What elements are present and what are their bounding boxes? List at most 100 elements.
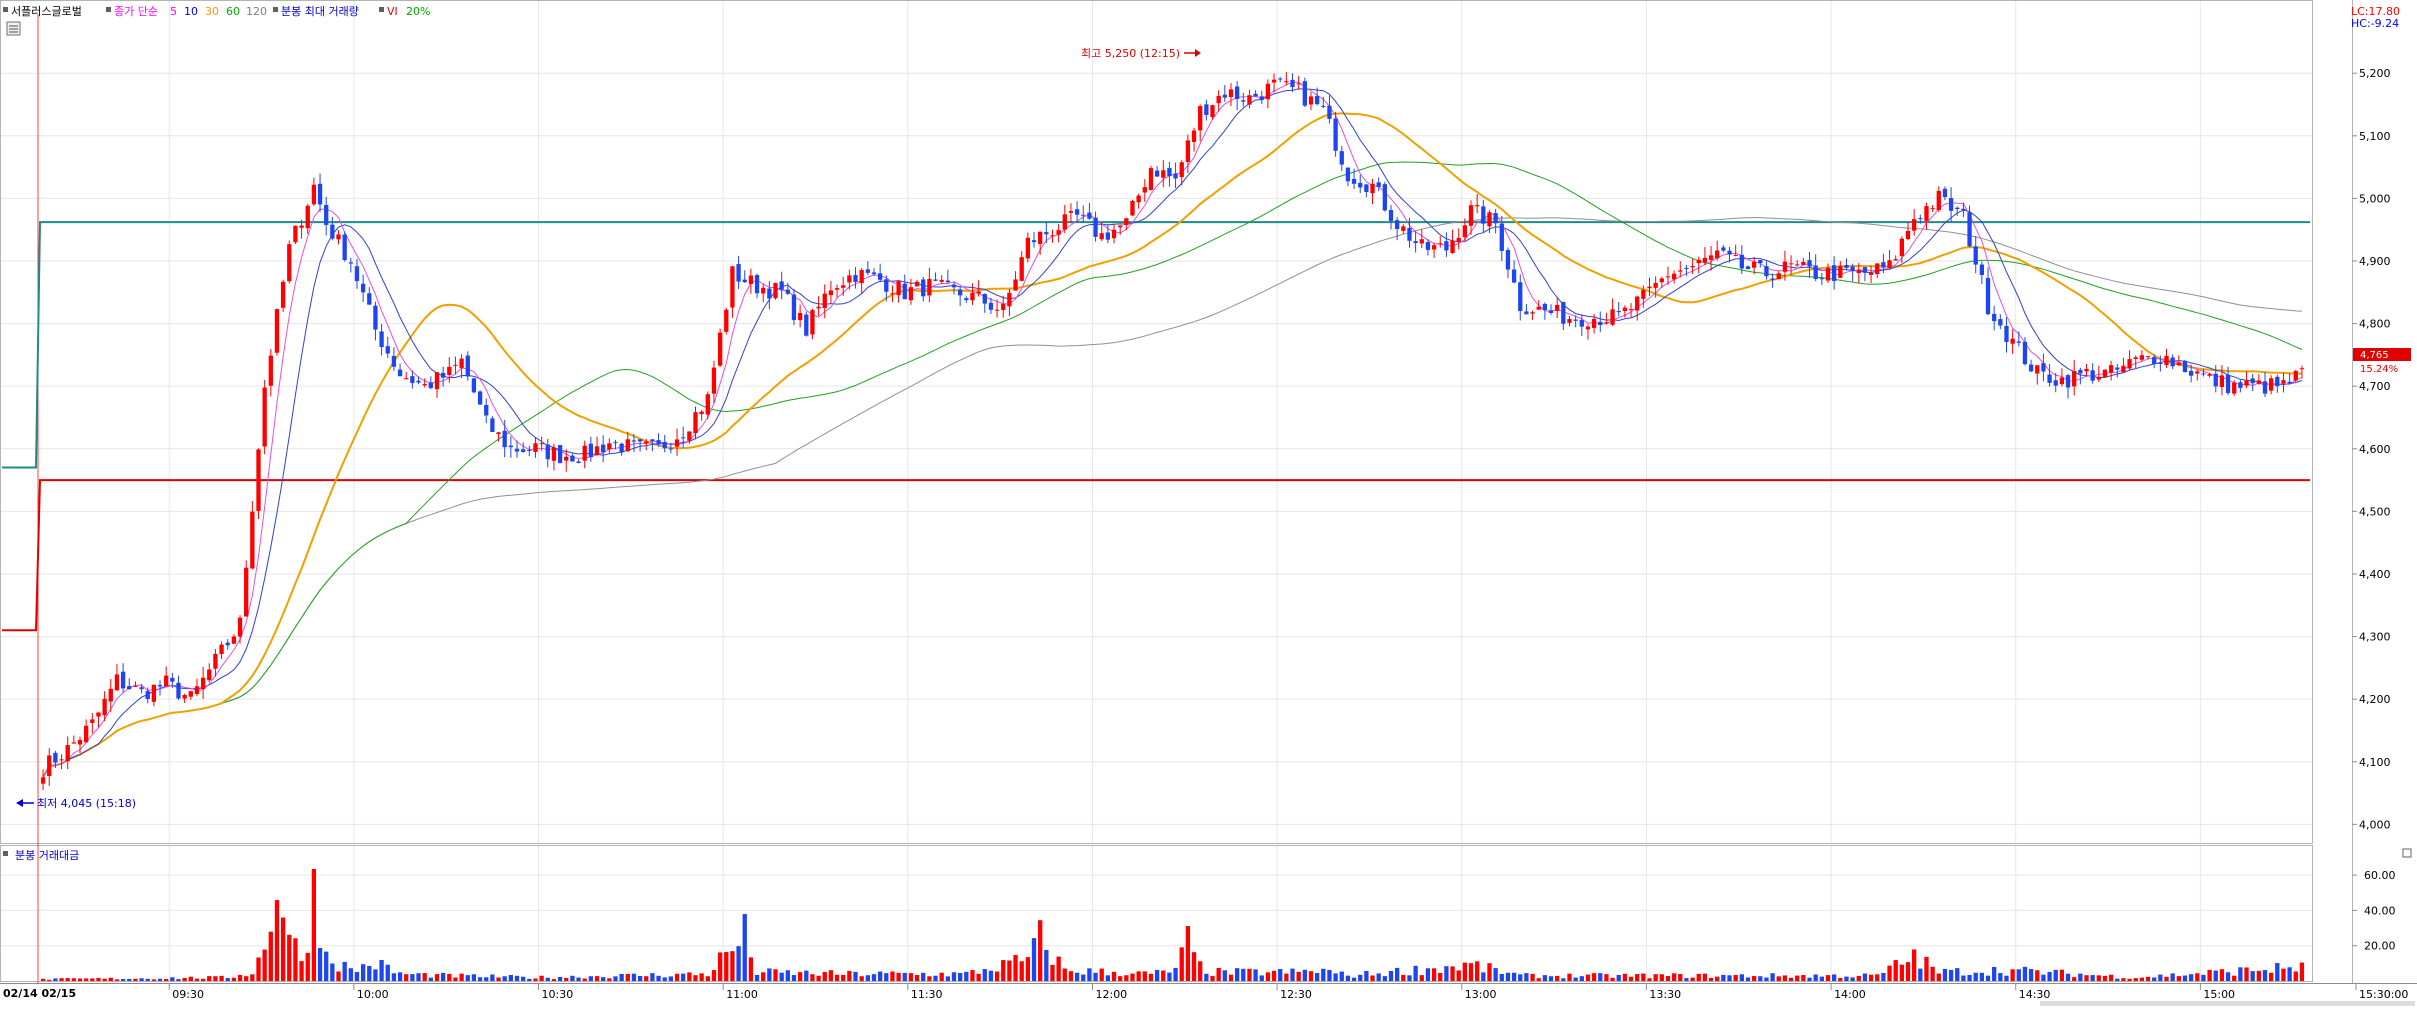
volume-bar (2041, 974, 2046, 981)
volume-bar (717, 952, 723, 981)
candle-body (324, 204, 329, 225)
volume-bar (2145, 976, 2151, 981)
candle-body (1924, 206, 1929, 221)
legend-vi-pct: 20% (406, 5, 430, 18)
candle-body (440, 372, 446, 378)
volume-bar (40, 978, 46, 981)
candle-body (1548, 310, 1554, 313)
candle-body (1401, 226, 1406, 231)
volume-bar (914, 975, 920, 981)
candle-body (631, 440, 637, 442)
candle-body (976, 291, 981, 294)
volume-bar (360, 964, 366, 981)
volume-bar (2016, 969, 2021, 981)
volume-bar (1591, 973, 1597, 981)
volume-bar (59, 978, 64, 981)
volume-bar (1093, 972, 1098, 981)
volume-bar (434, 974, 440, 981)
candle-body (527, 449, 532, 451)
candle-body (2256, 380, 2261, 384)
volume-bar (1333, 973, 1338, 981)
candle-body (1142, 187, 1147, 193)
volume-bar (1942, 968, 1948, 981)
volume-bar (1862, 973, 1868, 981)
candle-body (656, 440, 661, 444)
candle-body (471, 378, 477, 393)
time-tick-label: 13:30 (1649, 988, 1681, 1001)
volume-bar (1074, 972, 1080, 981)
candle-body (428, 382, 433, 389)
candle-body (1222, 94, 1227, 98)
candle-body (96, 712, 101, 717)
volume-bar (724, 952, 729, 981)
volume-bar (1290, 968, 1295, 981)
candle-body (1770, 278, 1775, 280)
candle-body (336, 234, 341, 240)
candle-body (262, 387, 267, 447)
chart-settings-icon[interactable] (6, 21, 21, 36)
candle-body (859, 270, 864, 284)
volume-bar (1961, 975, 1966, 981)
candle-body (2219, 375, 2225, 387)
time-tick-label: 14:30 (2019, 988, 2051, 1001)
candle-body (1327, 105, 1332, 119)
volume-bar (1973, 972, 1978, 981)
legend-close-label[interactable]: 종가 단순 (114, 5, 158, 18)
candle-body (2201, 373, 2206, 375)
candle-body (539, 443, 544, 445)
volume-bar (471, 974, 477, 981)
horizontal-scrollbar[interactable] (2040, 1001, 2415, 1006)
candle-body (256, 449, 261, 511)
volume-bar (2195, 973, 2200, 981)
candle-body (2287, 381, 2292, 384)
volume-grid (1, 874, 2312, 947)
volume-bar (397, 972, 403, 981)
volume-bar (970, 970, 975, 981)
price-tick-label: 4,100 (2359, 756, 2391, 769)
legend-marker (379, 7, 384, 12)
volume-panel-button[interactable] (2402, 848, 2412, 858)
candle-body (1425, 242, 1431, 250)
volume-bar (1222, 970, 1227, 981)
volume-bar (1450, 966, 1455, 981)
volume-bar (902, 972, 907, 981)
candle-body (157, 684, 163, 687)
volume-bar (145, 978, 150, 981)
candle-body (2164, 355, 2169, 366)
candle-body (1394, 220, 1400, 230)
candle-body (902, 283, 907, 300)
high-annotation: 최고 5,250 (12:15) (1081, 47, 1201, 60)
volume-bar (1844, 976, 1849, 981)
candle-body (1942, 188, 1948, 198)
candle-body (588, 443, 594, 458)
volume-bar (2287, 967, 2292, 981)
candle-body (182, 695, 187, 699)
legend-symbol[interactable]: 서플러스글로벌 (11, 5, 82, 18)
ma60-line (42, 161, 2303, 778)
time-axis: 02/14 02/15 09:30 10:00 10:30 11:00 11:30 12:0… (3, 984, 2408, 1001)
volume-panel-title[interactable]: 분봉 거래대금 (15, 849, 79, 862)
volume-bar (1062, 968, 1067, 981)
candle-body (465, 355, 470, 377)
volume-bar (447, 973, 452, 981)
candle-body (90, 719, 95, 723)
candle-body (1345, 167, 1351, 182)
candle-body (2133, 357, 2138, 359)
volume-bar (2293, 971, 2298, 981)
candle-body (194, 686, 200, 694)
candle-body (1370, 183, 1375, 194)
price-tick-label: 4,700 (2359, 380, 2391, 393)
volume-bar (1801, 974, 1806, 981)
candle-body (914, 281, 920, 287)
candle-body (490, 418, 495, 432)
legend-max-volume[interactable]: 분봉 최대 거래량 (281, 5, 359, 18)
candle-body (2232, 382, 2237, 394)
volume-bar (1388, 970, 1394, 981)
volume-bar (1419, 975, 1424, 981)
volume-bar (1161, 970, 1166, 981)
legend-vi[interactable]: VI (387, 5, 398, 18)
volume-bar (133, 978, 138, 981)
candle-body (1419, 239, 1424, 244)
volume-bar (1899, 964, 1905, 981)
